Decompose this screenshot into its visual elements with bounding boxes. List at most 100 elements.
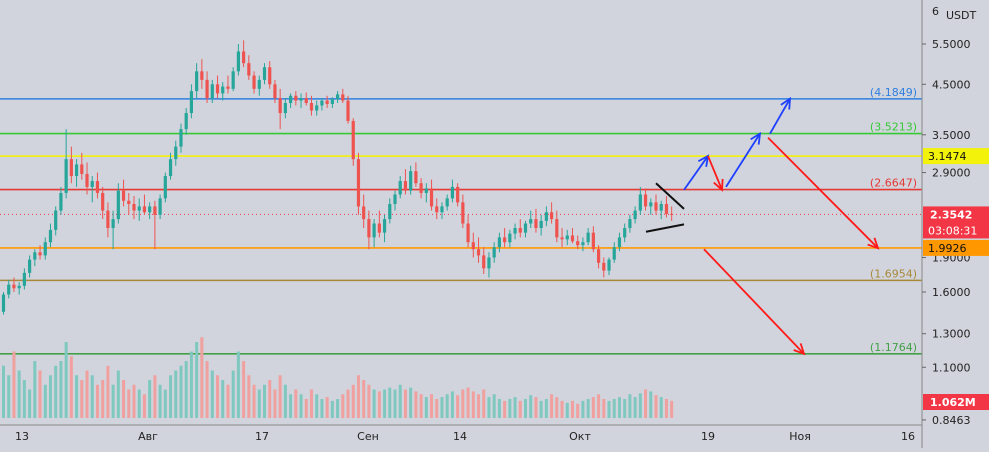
volume-bar-45 [236,351,240,418]
candle-body-128 [670,213,674,215]
volume-bar-34 [179,365,183,418]
volume-bar-80 [419,394,423,418]
volume-badge-label: 1.062M [930,396,976,409]
time-label-4: 14 [453,430,467,443]
forecast-arrow-up-3-head [780,96,792,110]
volume-bar-104 [544,399,548,418]
volume-bar-98 [513,397,517,418]
candle-body-110 [576,241,580,246]
candle-body-111 [581,242,585,246]
forecast-arrow-up-2-head [750,131,762,145]
volume-bar-6 [33,361,37,418]
candle-body-70 [367,219,371,238]
volume-bar-52 [273,389,277,418]
candle-body-17 [90,181,94,187]
candle-body-118 [617,237,622,248]
volume-bar-15 [80,380,84,418]
volume-bar-126 [659,397,663,418]
candle-body-91 [476,249,481,256]
volume-bar-25 [132,384,136,418]
price-tick-label-3: 2.9000 [932,167,971,180]
candle-body-47 [247,63,251,76]
candle-body-40 [210,84,214,99]
volume-bar-88 [461,389,465,418]
time-axis[interactable]: 13 Авг 17 Сен 14 Окт 19 Ноя 16 [0,424,922,443]
level-label-6: (1.1764) [870,341,917,354]
candle-body-122 [638,194,642,211]
time-label-0: 13 [15,430,29,443]
current-price-badge [923,206,989,239]
candle-body-126 [659,203,663,211]
volume-bar-119 [623,399,627,418]
candle-body-37 [195,71,199,92]
price-axis-top-label: 6 [932,5,939,18]
volume-bar-3 [17,370,21,418]
candle-body-94 [492,247,496,258]
volume-bar-108 [565,402,569,418]
candle-body-75 [393,194,397,204]
candle-body-115 [602,262,606,271]
candle-body-24 [127,200,131,204]
volume-bar-72 [377,391,381,418]
candle-body-22 [116,190,120,220]
volume-bar-105 [550,394,554,418]
candle-body-76 [398,181,402,195]
candle-body-119 [623,228,627,238]
volume-bar-2 [12,351,16,418]
volume-bar-48 [252,384,256,418]
volume-bar-42 [221,380,225,418]
time-label-1: Авг [138,430,158,443]
candle-body-103 [539,220,543,229]
forecast-arrow-up-3-shaft [769,98,791,135]
volume-bar-30 [158,384,162,418]
level-badge-2 [923,148,989,165]
candle-body-21 [111,219,115,229]
price-tick-label-5: 1.6000 [932,286,971,299]
candle-body-80 [419,183,423,193]
volume-bar-38 [200,337,204,418]
candle-body-15 [80,164,84,174]
volume-bar-99 [518,400,522,418]
volume-bar-44 [231,370,235,418]
volume-bar-1 [7,375,11,418]
candle-body-81 [424,188,428,193]
candle-body-38 [200,71,204,80]
candle-body-79 [414,171,418,184]
forecast-arrow-down-3-shaft [703,248,805,355]
candle-body-56 [294,95,298,101]
candle-body-39 [205,79,209,99]
volume-bar-81 [424,397,428,418]
candle-body-46 [242,51,246,64]
volume-bar-35 [184,361,188,418]
volume-bar-117 [612,399,616,418]
volume-bar-37 [195,342,199,418]
price-tick-label-1: 4.5000 [932,78,971,91]
volume-bar-28 [148,380,152,418]
candle-body-28 [148,206,152,213]
level-lines: (4.1849) (3.5213) (2.6647) (1.6954) (1.1764) [0,86,922,355]
candle-body-99 [518,228,522,233]
volume-bar-89 [466,387,470,418]
candle-body-107 [560,237,564,240]
candle-body-102 [534,219,538,229]
candle-body-23 [121,190,126,201]
candle-body-32 [168,159,173,177]
candle-body-74 [388,203,392,220]
volume-bar-82 [430,394,434,418]
volume-bar-64 [336,399,340,418]
volume-bar-9 [48,375,52,418]
volume-bar-17 [90,375,94,418]
candle-body-73 [382,219,387,233]
candle-body-63 [330,99,334,104]
candle-body-64 [335,94,340,100]
volume-bar-83 [435,399,439,418]
volume-bar-51 [268,380,272,418]
volume-bar-40 [210,370,214,418]
price-axis[interactable]: 5.50004.50003.50002.90001.90001.60001.30… [921,0,971,448]
candle-body-93 [487,257,491,269]
candle-body-127 [664,203,669,214]
candle-body-19 [101,192,105,211]
candle-body-106 [555,219,559,238]
